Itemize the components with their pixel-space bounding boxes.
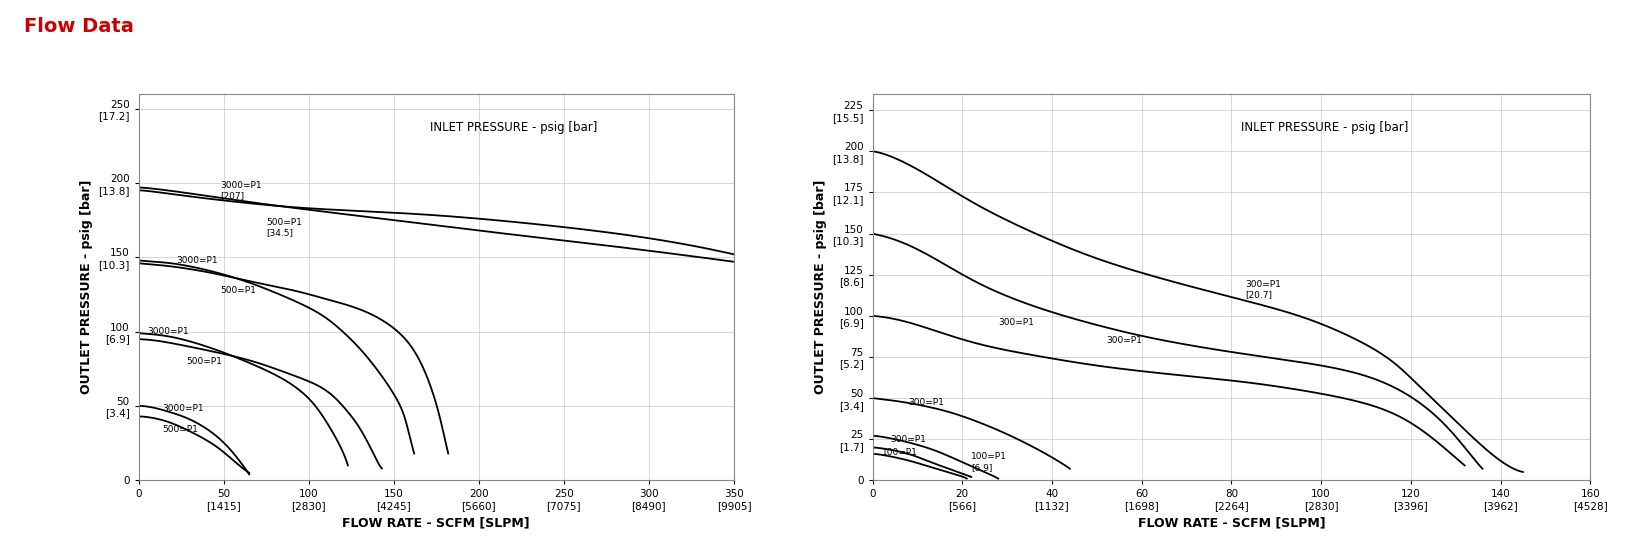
Text: 3000=P1: 3000=P1 (176, 256, 217, 265)
Y-axis label: OUTLET PRESSURE - psig [bar]: OUTLET PRESSURE - psig [bar] (813, 180, 826, 394)
Text: 300=P1: 300=P1 (998, 318, 1033, 327)
Text: 500=P1: 500=P1 (186, 357, 222, 366)
Text: 300=P1
[20.7]: 300=P1 [20.7] (1244, 280, 1280, 299)
Text: 100=P1: 100=P1 (880, 448, 916, 457)
X-axis label: FLOW RATE - SCFM [SLPM]: FLOW RATE - SCFM [SLPM] (342, 517, 530, 529)
Text: 3000=P1: 3000=P1 (163, 405, 204, 413)
Y-axis label: OUTLET PRESSURE - psig [bar]: OUTLET PRESSURE - psig [bar] (80, 180, 93, 394)
Text: 3000=P1: 3000=P1 (147, 327, 189, 336)
Text: INLET PRESSURE - psig [bar]: INLET PRESSURE - psig [bar] (1240, 121, 1408, 134)
X-axis label: FLOW RATE - SCFM [SLPM]: FLOW RATE - SCFM [SLPM] (1136, 517, 1325, 529)
Text: 500=P1: 500=P1 (220, 285, 256, 295)
Text: 100=P1
[6.9]: 100=P1 [6.9] (971, 453, 1006, 472)
Text: 3000=P1
[207]: 3000=P1 [207] (220, 181, 262, 200)
Text: 300=P1: 300=P1 (1105, 336, 1141, 345)
Text: Flow Data: Flow Data (24, 17, 134, 35)
Text: INLET PRESSURE - psig [bar]: INLET PRESSURE - psig [bar] (430, 121, 597, 134)
Text: 300=P1: 300=P1 (908, 399, 944, 407)
Text: 300=P1: 300=P1 (890, 434, 926, 444)
Text: 500=P1
[34.5]: 500=P1 [34.5] (266, 218, 302, 237)
Text: 500=P1: 500=P1 (163, 425, 199, 434)
